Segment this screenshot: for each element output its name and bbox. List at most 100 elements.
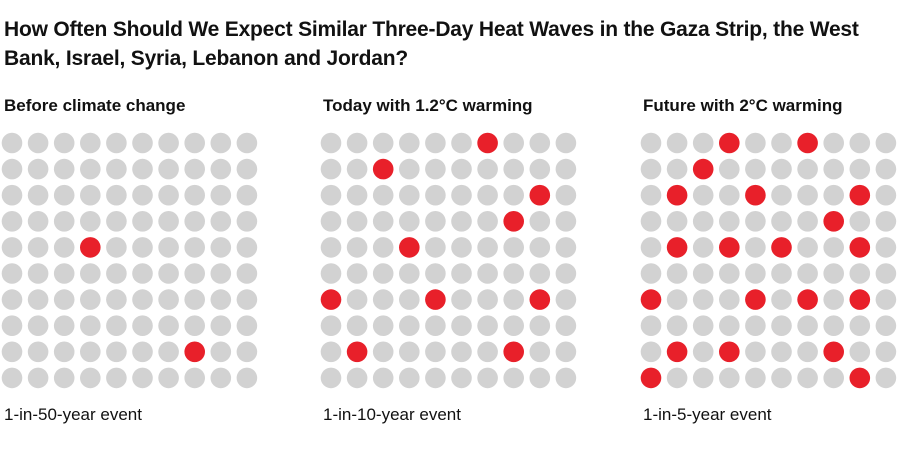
year-dot (184, 367, 205, 389)
year-dot (372, 289, 394, 310)
heat-wave-year-dot (666, 237, 688, 258)
year-dot (320, 341, 342, 363)
year-dot (875, 132, 897, 154)
year-dot (27, 341, 49, 363)
year-dot (106, 289, 127, 310)
year-dot (132, 341, 153, 363)
year-dot (1, 315, 23, 336)
year-dot (425, 341, 446, 363)
year-dot (132, 289, 153, 310)
year-dot (320, 367, 342, 389)
heat-wave-year-dot (399, 237, 420, 258)
year-dot (320, 211, 342, 232)
year-dot (1, 184, 23, 206)
year-dot (555, 367, 577, 389)
year-dot (372, 184, 394, 206)
year-dot (529, 315, 551, 336)
year-dot (666, 315, 688, 336)
year-dot (692, 237, 714, 258)
year-dot (106, 263, 127, 284)
year-dot (529, 341, 551, 363)
year-dot (80, 211, 101, 232)
year-dot (372, 341, 394, 363)
year-dot (529, 211, 551, 232)
heat-wave-year-dot (719, 237, 740, 258)
heat-wave-year-dot (823, 341, 844, 363)
year-dot (399, 263, 420, 284)
heat-wave-year-dot (372, 158, 394, 180)
waffle-grid-future (640, 132, 897, 389)
year-dot (666, 367, 688, 389)
year-dot (451, 367, 472, 389)
year-dot (849, 211, 871, 232)
year-dot (399, 367, 420, 389)
year-dot (80, 315, 101, 336)
year-dot (132, 315, 153, 336)
year-dot (555, 289, 577, 310)
year-dot (771, 211, 792, 232)
year-dot (529, 237, 551, 258)
year-dot (132, 211, 153, 232)
year-dot (184, 158, 205, 180)
year-dot (27, 289, 49, 310)
year-dot (849, 158, 871, 180)
year-dot (27, 367, 49, 389)
year-dot (320, 315, 342, 336)
year-dot (849, 341, 871, 363)
year-dot (425, 158, 446, 180)
year-dot (503, 315, 524, 336)
year-dot (210, 158, 232, 180)
year-dot (719, 367, 740, 389)
year-dot (80, 289, 101, 310)
year-dot (346, 237, 368, 258)
year-dot (745, 211, 766, 232)
year-dot (158, 211, 179, 232)
year-dot (372, 315, 394, 336)
year-dot (158, 367, 179, 389)
year-dot (210, 341, 232, 363)
year-dot (451, 132, 472, 154)
year-dot (184, 132, 205, 154)
heat-wave-year-dot (529, 289, 551, 310)
panel-caption: 1-in-10-year event (323, 405, 461, 424)
year-dot (1, 158, 23, 180)
panel-today: Today with 1.2°C warming 1-in-10-year ev… (320, 96, 593, 436)
year-dot (555, 341, 577, 363)
heat-wave-year-dot (503, 341, 524, 363)
year-dot (184, 315, 205, 336)
year-dot (875, 211, 897, 232)
year-dot (80, 184, 101, 206)
year-dot (797, 315, 818, 336)
heat-wave-year-dot (477, 132, 498, 154)
year-dot (771, 184, 792, 206)
year-dot (477, 289, 498, 310)
chart-title: How Often Should We Expect Similar Three… (4, 18, 859, 70)
year-dot (477, 341, 498, 363)
year-dot (1, 211, 23, 232)
year-dot (210, 211, 232, 232)
year-dot (236, 184, 258, 206)
year-dot (719, 315, 740, 336)
heat-wave-year-dot (849, 367, 871, 389)
year-dot (106, 132, 127, 154)
heat-wave-year-dot (797, 289, 818, 310)
year-dot (666, 158, 688, 180)
year-dot (666, 263, 688, 284)
year-dot (184, 289, 205, 310)
year-dot (399, 289, 420, 310)
year-dot (666, 211, 688, 232)
year-dot (346, 184, 368, 206)
year-dot (132, 237, 153, 258)
year-dot (106, 315, 127, 336)
panel-title: Before climate change (4, 96, 186, 115)
year-dot (210, 367, 232, 389)
year-dot (692, 315, 714, 336)
year-dot (80, 263, 101, 284)
year-dot (425, 184, 446, 206)
year-dot (503, 237, 524, 258)
year-dot (529, 132, 551, 154)
panel-title: Future with 2°C warming (643, 96, 843, 115)
year-dot (106, 184, 127, 206)
year-dot (236, 237, 258, 258)
year-dot (692, 211, 714, 232)
